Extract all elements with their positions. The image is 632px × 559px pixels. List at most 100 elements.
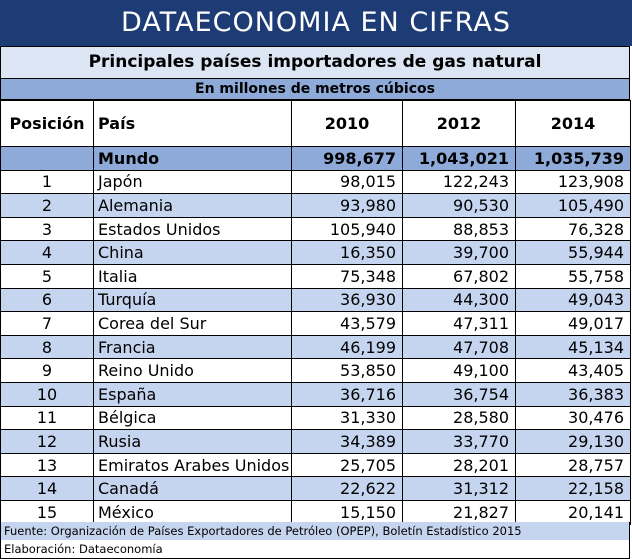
position-cell: 10 xyxy=(0,381,94,407)
source-note: Fuente: Organización de Países Exportado… xyxy=(0,522,630,541)
position-cell: 6 xyxy=(0,287,94,313)
value-2012-cell: 33,770 xyxy=(402,429,516,454)
table-row: 9 Reino Unido 53,850 49,100 43,405 xyxy=(0,358,631,383)
country-cell: Rusia xyxy=(93,429,292,454)
value-2012-cell: 47,708 xyxy=(402,334,516,360)
world-label-cell: Mundo xyxy=(93,146,292,171)
value-2010-cell: 46,199 xyxy=(291,334,403,360)
value-2014-cell: 105,490 xyxy=(515,193,631,218)
country-cell: Estados Unidos xyxy=(93,216,292,242)
value-2010-cell: 98,015 xyxy=(291,169,403,195)
country-cell: Canadá xyxy=(93,476,292,501)
value-2012-cell: 47,311 xyxy=(402,311,516,336)
credit-note: Elaboración: Dataeconomía xyxy=(0,540,630,559)
country-cell: Emiratos Arabes Unidos xyxy=(93,452,292,478)
value-2012-cell: 28,580 xyxy=(402,405,516,431)
country-cell: Corea del Sur xyxy=(93,311,292,336)
units-caption: En millones de metros cúbicos xyxy=(0,79,630,100)
table-row: 14 Canadá 22,622 31,312 22,158 xyxy=(0,476,631,501)
value-2014-cell: 20,141 xyxy=(515,499,631,525)
header-2012: 2012 xyxy=(402,100,516,147)
value-2010-cell: 16,350 xyxy=(291,240,403,265)
value-2012-cell: 90,530 xyxy=(402,193,516,218)
value-2010-cell: 22,622 xyxy=(291,476,403,501)
value-2010-cell: 31,330 xyxy=(291,405,403,431)
header-country: País xyxy=(93,100,292,147)
value-2012-cell: 88,853 xyxy=(402,216,516,242)
table-row: 3 Estados Unidos 105,940 88,853 76,328 xyxy=(0,216,631,242)
position-cell: 7 xyxy=(0,311,94,336)
value-2012-cell: 31,312 xyxy=(402,476,516,501)
position-cell: 3 xyxy=(0,216,94,242)
table-row: 7 Corea del Sur 43,579 47,311 49,017 xyxy=(0,311,631,336)
table-row: 2 Alemania 93,980 90,530 105,490 xyxy=(0,193,631,218)
value-2012-cell: 39,700 xyxy=(402,240,516,265)
value-2012-cell: 49,100 xyxy=(402,358,516,383)
position-cell: 9 xyxy=(0,358,94,383)
importers-table: Posición País 2010 2012 2014 Mundo 998,6… xyxy=(0,100,631,525)
country-cell: China xyxy=(93,240,292,265)
country-cell: Bélgica xyxy=(93,405,292,431)
table-row: 8 Francia 46,199 47,708 45,134 xyxy=(0,334,631,360)
value-2012-cell: 36,754 xyxy=(402,381,516,407)
position-cell: 1 xyxy=(0,169,94,195)
country-cell: Reino Unido xyxy=(93,358,292,383)
value-2010-cell: 36,716 xyxy=(291,381,403,407)
value-2012-cell: 21,827 xyxy=(402,499,516,525)
table-row: 13 Emiratos Arabes Unidos 25,705 28,201 28,7… xyxy=(0,452,631,478)
value-2014-cell: 55,944 xyxy=(515,240,631,265)
value-2010-cell: 15,150 xyxy=(291,499,403,525)
value-2010-cell: 25,705 xyxy=(291,452,403,478)
country-cell: España xyxy=(93,381,292,407)
country-cell: Italia xyxy=(93,263,292,289)
table-row: 6 Turquía 36,930 44,300 49,043 xyxy=(0,287,631,313)
value-2014-cell: 55,758 xyxy=(515,263,631,289)
value-2014-cell: 123,908 xyxy=(515,169,631,195)
value-2014-cell: 30,476 xyxy=(515,405,631,431)
country-cell: Francia xyxy=(93,334,292,360)
value-2010-cell: 34,389 xyxy=(291,429,403,454)
value-2014-cell: 76,328 xyxy=(515,216,631,242)
position-cell: 4 xyxy=(0,240,94,265)
position-cell: 14 xyxy=(0,476,94,501)
value-2014-cell: 43,405 xyxy=(515,358,631,383)
value-2014-cell: 28,757 xyxy=(515,452,631,478)
table-row: 15 México 15,150 21,827 20,141 xyxy=(0,499,631,525)
value-2012-cell: 28,201 xyxy=(402,452,516,478)
value-2014-cell: 22,158 xyxy=(515,476,631,501)
table-row: 10 España 36,716 36,754 36,383 xyxy=(0,381,631,407)
table-title: Principales países importadores de gas n… xyxy=(0,46,630,79)
country-cell: Japón xyxy=(93,169,292,195)
value-2010-cell: 53,850 xyxy=(291,358,403,383)
table-row: 11 Bélgica 31,330 28,580 30,476 xyxy=(0,405,631,431)
value-2010-cell: 43,579 xyxy=(291,311,403,336)
value-2014-cell: 49,017 xyxy=(515,311,631,336)
table-row: 4 China 16,350 39,700 55,944 xyxy=(0,240,631,265)
header-position: Posición xyxy=(0,100,94,147)
table-row: 12 Rusia 34,389 33,770 29,130 xyxy=(0,429,631,454)
position-cell: 12 xyxy=(0,429,94,454)
value-2014-cell: 29,130 xyxy=(515,429,631,454)
country-cell: México xyxy=(93,499,292,525)
country-cell: Alemania xyxy=(93,193,292,218)
header-2014: 2014 xyxy=(515,100,631,147)
value-2010-cell: 75,348 xyxy=(291,263,403,289)
value-2012-cell: 67,802 xyxy=(402,263,516,289)
country-cell: Turquía xyxy=(93,287,292,313)
value-2012-cell: 122,243 xyxy=(402,169,516,195)
position-cell: 11 xyxy=(0,405,94,431)
world-2014-cell: 1,035,739 xyxy=(515,146,631,171)
table-row: 5 Italia 75,348 67,802 55,758 xyxy=(0,263,631,289)
position-cell: 5 xyxy=(0,263,94,289)
header-row: Posición País 2010 2012 2014 xyxy=(0,100,631,147)
value-2014-cell: 45,134 xyxy=(515,334,631,360)
value-2010-cell: 105,940 xyxy=(291,216,403,242)
position-cell: 2 xyxy=(0,193,94,218)
world-2010-cell: 998,677 xyxy=(291,146,403,171)
world-2012-cell: 1,043,021 xyxy=(402,146,516,171)
position-cell: 8 xyxy=(0,334,94,360)
header-2010: 2010 xyxy=(291,100,403,147)
table-row: 1 Japón 98,015 122,243 123,908 xyxy=(0,169,631,195)
value-2010-cell: 36,930 xyxy=(291,287,403,313)
position-cell: 13 xyxy=(0,452,94,478)
